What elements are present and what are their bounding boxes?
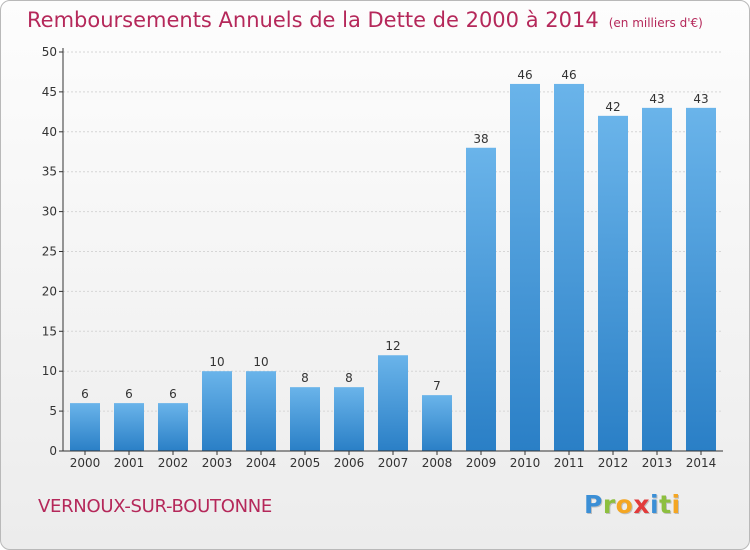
x-tick-label: 2004 bbox=[246, 456, 277, 470]
y-tick-label: 35 bbox=[42, 165, 57, 179]
logo-letter: x bbox=[633, 490, 650, 519]
bar-value-label: 43 bbox=[649, 92, 664, 106]
x-tick-label: 2012 bbox=[598, 456, 629, 470]
y-tick-label: 25 bbox=[42, 245, 57, 259]
bar-2007 bbox=[378, 355, 408, 451]
commune-name: VERNOUX-SUR-BOUTONNE bbox=[38, 496, 273, 517]
y-tick-label: 20 bbox=[42, 284, 57, 298]
tick-labels: 0 5 10 15 20 25 30 35 40 45 50 6 2000 6 2001 6 2002 10 200… bbox=[42, 45, 717, 470]
bar-2005 bbox=[290, 387, 320, 451]
bar-2001 bbox=[114, 403, 144, 451]
bar-value-label: 7 bbox=[433, 379, 441, 393]
bar-value-label: 46 bbox=[517, 68, 532, 82]
bar-value-label: 38 bbox=[473, 132, 488, 146]
x-tick-label: 2014 bbox=[686, 456, 717, 470]
bar-value-label: 10 bbox=[253, 355, 268, 369]
x-tick-label: 2000 bbox=[70, 456, 101, 470]
bar-value-label: 12 bbox=[385, 339, 400, 353]
bar-2010 bbox=[510, 83, 540, 452]
chart-title: Remboursements Annuels de la Dette de 20… bbox=[27, 8, 703, 32]
y-tick-label: 0 bbox=[49, 444, 57, 458]
y-tick-label: 40 bbox=[42, 125, 57, 139]
logo-letter: i bbox=[650, 490, 660, 519]
bar-2000 bbox=[70, 403, 100, 451]
x-tick-label: 2009 bbox=[466, 456, 497, 470]
logo-letter: t bbox=[659, 490, 672, 519]
bars bbox=[70, 83, 716, 452]
bar-value-label: 6 bbox=[81, 387, 89, 401]
bar-2013 bbox=[642, 107, 672, 452]
y-tick-label: 50 bbox=[42, 45, 57, 59]
bar-2004 bbox=[246, 371, 276, 451]
x-tick-label: 2005 bbox=[290, 456, 321, 470]
x-tick-label: 2007 bbox=[378, 456, 409, 470]
logo-letter: P bbox=[584, 490, 603, 519]
y-tick-label: 45 bbox=[42, 85, 57, 99]
chart-title-unit: (en milliers d'€) bbox=[608, 16, 703, 30]
chart-title-main: Remboursements Annuels de la Dette de 20… bbox=[27, 8, 599, 32]
x-tick-label: 2013 bbox=[642, 456, 673, 470]
y-tick-label: 5 bbox=[49, 404, 57, 418]
x-tick-label: 2011 bbox=[554, 456, 585, 470]
x-tick-label: 2001 bbox=[114, 456, 145, 470]
bar-value-label: 42 bbox=[605, 100, 620, 114]
bar-value-label: 6 bbox=[125, 387, 133, 401]
bar-2002 bbox=[158, 403, 188, 451]
bar-2006 bbox=[334, 387, 364, 451]
axes bbox=[59, 48, 723, 455]
logo-letter: r bbox=[602, 490, 616, 519]
bar-value-label: 6 bbox=[169, 387, 177, 401]
logo-letter: i bbox=[671, 490, 681, 519]
x-tick-label: 2002 bbox=[158, 456, 189, 470]
bar-2011 bbox=[554, 83, 584, 452]
bar-value-label: 8 bbox=[345, 371, 353, 385]
y-tick-label: 10 bbox=[42, 364, 57, 378]
proxiti-logo: Proxiti bbox=[584, 490, 681, 519]
bar-value-label: 43 bbox=[693, 92, 708, 106]
x-tick-label: 2003 bbox=[202, 456, 233, 470]
x-tick-label: 2006 bbox=[334, 456, 365, 470]
y-tick-label: 15 bbox=[42, 324, 57, 338]
logo-letter: o bbox=[615, 490, 634, 519]
bar-2014 bbox=[686, 107, 716, 452]
x-tick-label: 2010 bbox=[510, 456, 541, 470]
bar-2008 bbox=[422, 395, 452, 451]
bar-value-label: 46 bbox=[561, 68, 576, 82]
bar-2012 bbox=[598, 115, 628, 451]
bar-value-label: 10 bbox=[209, 355, 224, 369]
x-tick-label: 2008 bbox=[422, 456, 453, 470]
y-tick-label: 30 bbox=[42, 205, 57, 219]
bar-2009 bbox=[466, 147, 496, 451]
bar-2003 bbox=[202, 371, 232, 451]
bar-value-label: 8 bbox=[301, 371, 309, 385]
